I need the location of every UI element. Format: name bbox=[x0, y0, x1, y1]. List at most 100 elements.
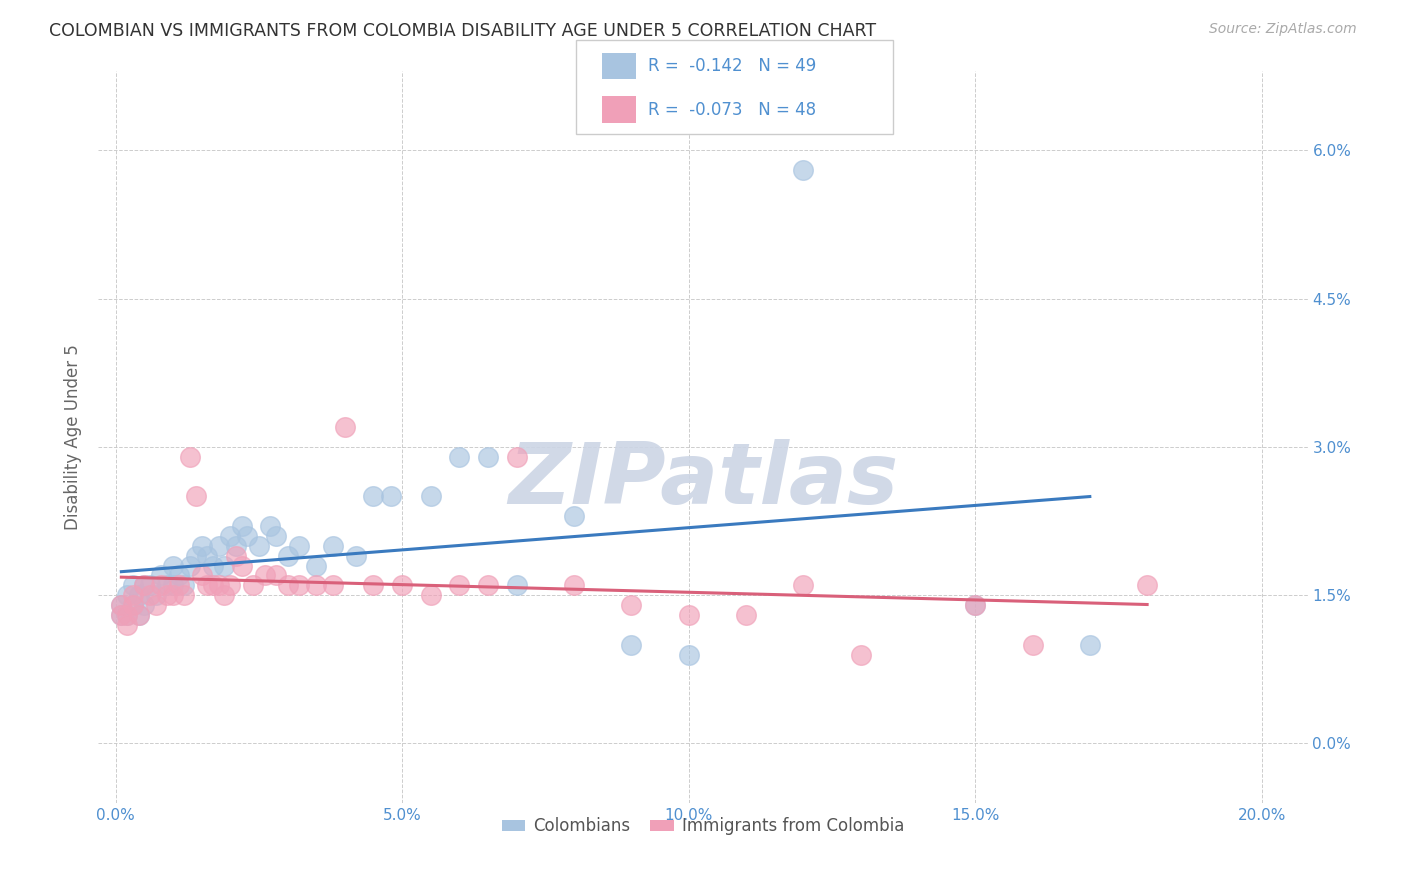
Point bbox=[134, 598, 156, 612]
Point bbox=[110, 598, 132, 612]
Text: R =  -0.073   N = 48: R = -0.073 N = 48 bbox=[648, 101, 817, 119]
Point bbox=[344, 549, 367, 563]
Point bbox=[139, 588, 162, 602]
Point bbox=[121, 598, 143, 612]
Point bbox=[247, 539, 270, 553]
Point bbox=[190, 539, 212, 553]
Point bbox=[214, 588, 236, 602]
Point bbox=[965, 598, 987, 612]
Point bbox=[190, 568, 212, 582]
Point bbox=[305, 578, 328, 592]
Point bbox=[288, 578, 311, 592]
Point bbox=[156, 578, 179, 592]
Point bbox=[264, 529, 287, 543]
Point bbox=[134, 578, 156, 592]
Point bbox=[562, 578, 585, 592]
Point bbox=[195, 578, 218, 592]
Point bbox=[965, 598, 987, 612]
Point bbox=[110, 607, 132, 622]
Point bbox=[363, 578, 385, 592]
Point bbox=[162, 558, 184, 573]
Point bbox=[506, 578, 529, 592]
Point bbox=[134, 578, 156, 592]
Point bbox=[236, 529, 259, 543]
Point bbox=[231, 519, 253, 533]
Point bbox=[173, 588, 195, 602]
Point bbox=[1078, 638, 1101, 652]
Text: COLOMBIAN VS IMMIGRANTS FROM COLOMBIA DISABILITY AGE UNDER 5 CORRELATION CHART: COLOMBIAN VS IMMIGRANTS FROM COLOMBIA DI… bbox=[49, 22, 876, 40]
Point bbox=[173, 578, 195, 592]
Point bbox=[305, 558, 328, 573]
Point bbox=[208, 578, 231, 592]
Point bbox=[115, 607, 138, 622]
Point bbox=[115, 607, 138, 622]
Point bbox=[110, 598, 132, 612]
Point bbox=[231, 558, 253, 573]
Point bbox=[121, 588, 143, 602]
Point bbox=[214, 558, 236, 573]
Point bbox=[128, 588, 150, 602]
Point bbox=[322, 539, 344, 553]
Point bbox=[1136, 578, 1159, 592]
Point bbox=[184, 549, 207, 563]
Point bbox=[253, 568, 276, 582]
Point bbox=[277, 578, 299, 592]
Point bbox=[449, 450, 471, 464]
Point bbox=[167, 568, 190, 582]
Point bbox=[145, 588, 167, 602]
Point bbox=[333, 420, 356, 434]
Point bbox=[162, 578, 184, 592]
Point bbox=[128, 607, 150, 622]
Point bbox=[735, 607, 758, 622]
Point bbox=[139, 578, 162, 592]
Point bbox=[162, 588, 184, 602]
Point bbox=[115, 618, 138, 632]
Point bbox=[678, 648, 700, 662]
Point bbox=[449, 578, 471, 592]
Point bbox=[110, 607, 132, 622]
Point bbox=[179, 450, 201, 464]
Point bbox=[419, 588, 441, 602]
Text: R =  -0.142   N = 49: R = -0.142 N = 49 bbox=[648, 57, 817, 75]
Point bbox=[202, 578, 225, 592]
Point bbox=[792, 578, 814, 592]
Point bbox=[322, 578, 344, 592]
Point bbox=[264, 568, 287, 582]
Point bbox=[419, 489, 441, 503]
Point bbox=[219, 529, 242, 543]
Point bbox=[202, 558, 225, 573]
Point bbox=[380, 489, 402, 503]
Point bbox=[562, 509, 585, 524]
Point bbox=[792, 163, 814, 178]
Point bbox=[259, 519, 281, 533]
Point bbox=[156, 588, 179, 602]
Point bbox=[242, 578, 264, 592]
Point bbox=[150, 568, 173, 582]
Point bbox=[150, 578, 173, 592]
Point bbox=[128, 607, 150, 622]
Point bbox=[477, 450, 499, 464]
Point bbox=[678, 607, 700, 622]
Point bbox=[849, 648, 872, 662]
Point bbox=[184, 489, 207, 503]
Point bbox=[1021, 638, 1043, 652]
Point bbox=[121, 598, 143, 612]
Point bbox=[167, 578, 190, 592]
Point bbox=[179, 558, 201, 573]
Point bbox=[477, 578, 499, 592]
Point bbox=[115, 588, 138, 602]
Point bbox=[363, 489, 385, 503]
Point bbox=[145, 598, 167, 612]
Text: ZIPatlas: ZIPatlas bbox=[508, 440, 898, 523]
Point bbox=[195, 549, 218, 563]
Point bbox=[225, 549, 247, 563]
Text: Source: ZipAtlas.com: Source: ZipAtlas.com bbox=[1209, 22, 1357, 37]
Point bbox=[208, 539, 231, 553]
Point bbox=[391, 578, 413, 592]
Legend: Colombians, Immigrants from Colombia: Colombians, Immigrants from Colombia bbox=[495, 811, 911, 842]
Point bbox=[288, 539, 311, 553]
Point bbox=[225, 539, 247, 553]
Point bbox=[506, 450, 529, 464]
Point bbox=[277, 549, 299, 563]
Y-axis label: Disability Age Under 5: Disability Age Under 5 bbox=[65, 344, 83, 530]
